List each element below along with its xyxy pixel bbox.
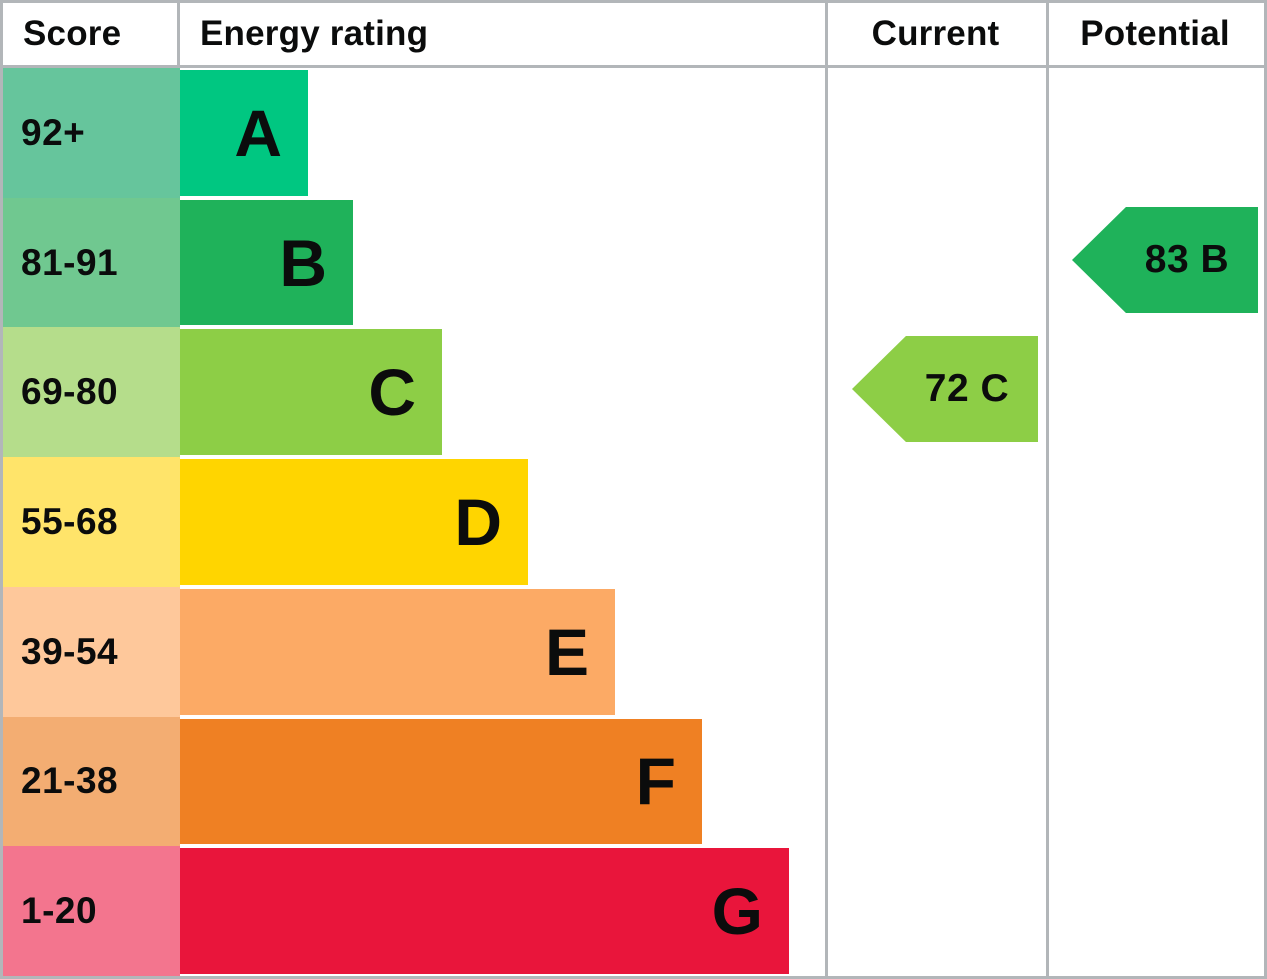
band-bar: C <box>180 329 442 456</box>
band-rows: 92+ A 81-91 B 69-80 C 55-68 D 39-54 E 21… <box>3 68 1264 977</box>
header-score: Score <box>3 3 180 65</box>
band-score-range: 1-20 <box>3 846 180 977</box>
band-score-range: 69-80 <box>3 327 180 458</box>
header-potential: Potential <box>1080 14 1230 53</box>
band-bar: E <box>180 588 615 715</box>
band-bar: G <box>180 848 789 975</box>
band-letter: C <box>368 355 416 430</box>
band-row-f: 21-38 F <box>3 716 1264 847</box>
band-letter: B <box>279 225 327 300</box>
band-score-range: 21-38 <box>3 716 180 847</box>
band-row-d: 55-68 D <box>3 457 1264 587</box>
potential-rating-label: 83 B <box>1144 238 1230 281</box>
band-bar: F <box>180 718 702 845</box>
band-letter: F <box>635 744 676 819</box>
band-row-a: 92+ A <box>3 68 1264 198</box>
band-bar: B <box>180 199 353 326</box>
band-score-range: 39-54 <box>3 586 180 717</box>
header-energy-rating: Energy rating <box>200 14 429 53</box>
band-score-range: 55-68 <box>3 457 180 587</box>
band-letter: A <box>234 95 282 170</box>
band-row-c: 69-80 C <box>3 327 1264 458</box>
band-letter: G <box>711 874 763 949</box>
band-row-b: 81-91 B <box>3 197 1264 328</box>
band-row-g: 1-20 G <box>3 846 1264 977</box>
column-divider-potential <box>1046 3 1049 976</box>
band-bar: A <box>180 70 308 196</box>
band-score-range: 92+ <box>3 68 180 198</box>
band-letter: E <box>544 614 589 689</box>
band-row-e: 39-54 E <box>3 586 1264 717</box>
band-bar: D <box>180 459 528 585</box>
table-header: Score Energy rating Current Potential <box>3 3 1264 68</box>
header-current: Current <box>871 14 1000 53</box>
column-divider-current <box>825 3 828 976</box>
current-rating-label: 72 C <box>924 367 1010 410</box>
band-score-range: 81-91 <box>3 197 180 328</box>
band-letter: D <box>454 485 502 560</box>
